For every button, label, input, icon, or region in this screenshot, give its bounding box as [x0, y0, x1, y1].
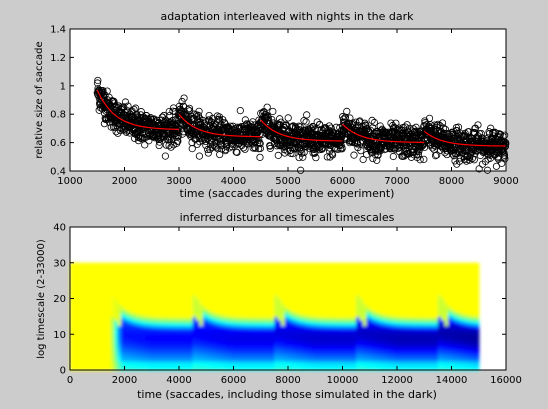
heatmap-cell [87, 262, 92, 266]
scatter-point [180, 94, 188, 102]
scatter-points [93, 76, 510, 174]
y-tick-label: 0.4 [50, 167, 66, 178]
heatmap-cell [196, 262, 201, 266]
heatmap-panel: inferred disturbances for all timescales… [36, 211, 522, 401]
heatmap-cell [179, 262, 184, 266]
scatter-panel: adaptation interleaved with nights in th… [34, 10, 519, 200]
scatter-ylabel: relative size of saccade [34, 41, 45, 158]
heatmap-cell [131, 262, 136, 266]
scatter-point [120, 103, 128, 111]
y-tick-label: 1.2 [50, 53, 66, 64]
scatter-point [184, 106, 192, 114]
heatmap-cell [202, 262, 207, 266]
heatmap-cell [107, 262, 112, 266]
scatter-point [161, 152, 169, 160]
scatter-point [188, 145, 196, 153]
scatter-xlabel: time (saccades during the experiment) [180, 187, 395, 200]
x-tick-label: 4000 [221, 176, 246, 187]
scatter-point [205, 116, 213, 124]
heatmap-cell [114, 262, 119, 266]
x-tick-label: 2000 [112, 176, 137, 187]
y-tick-label: 1 [60, 81, 66, 92]
heatmap-cell [97, 262, 102, 266]
heatmap-cell [216, 262, 221, 266]
scatter-point [155, 131, 163, 139]
scatter-point [141, 141, 149, 149]
y-tick-label: 1.4 [50, 25, 66, 36]
scatter-point [218, 145, 226, 153]
scatter-point [109, 115, 117, 123]
heatmap-cell [134, 262, 139, 266]
x-tick-label: 6000 [330, 176, 355, 187]
scatter-point [174, 124, 183, 132]
scatter-point [94, 76, 102, 85]
scatter-point [232, 148, 240, 156]
heatmap-cell [206, 262, 211, 266]
scatter-title: adaptation interleaved with nights in th… [160, 10, 414, 23]
y-tick-label: 0.6 [50, 138, 66, 149]
x-tick-label: 3000 [166, 176, 191, 187]
heatmap-cell [124, 262, 129, 266]
heatmap-cell [175, 262, 180, 266]
scatter-point [100, 120, 109, 128]
scatter-point [221, 146, 230, 154]
scatter-point [155, 138, 164, 146]
x-tick-label: 5000 [275, 176, 300, 187]
scatter-point [166, 130, 175, 139]
scatter-point [202, 141, 210, 150]
scatter-point [178, 97, 186, 106]
x-tick-label: 1000 [57, 176, 82, 187]
x-tick-label: 8000 [439, 176, 464, 187]
heatmap-cell [148, 262, 153, 266]
y-tick-label: 0.8 [50, 110, 66, 121]
scatter-point [207, 118, 216, 126]
scatter-point [195, 107, 203, 115]
scatter-point [93, 79, 102, 87]
heatmap-cell [223, 262, 228, 266]
scatter-point [233, 148, 241, 157]
scatter-point [138, 133, 146, 142]
heatmap-cell [141, 262, 146, 266]
scatter-point [124, 102, 132, 110]
heatmap-cell [189, 262, 194, 266]
heatmap-cell [93, 262, 98, 266]
heatmap-cell [121, 262, 126, 266]
scatter-point [216, 116, 224, 125]
scatter-point [193, 140, 201, 148]
x-tick-label: 9000 [493, 176, 518, 187]
scatter-point [174, 137, 182, 145]
scatter-point [174, 133, 182, 141]
scatter-point [167, 143, 175, 151]
heatmap-cell [185, 262, 190, 266]
heatmap-cell [151, 262, 156, 266]
scatter-point [185, 104, 194, 112]
scatter-point [114, 129, 122, 137]
heatmap-cell [213, 262, 218, 266]
scatter-point [107, 123, 115, 131]
heatmap-cell [76, 262, 81, 266]
heatmap-cell [168, 262, 173, 266]
heatmap-title: inferred disturbances for all timescales [180, 211, 395, 224]
scatter-point [121, 98, 130, 106]
scatter-point [110, 103, 119, 111]
scatter-point [195, 152, 204, 160]
heatmap-cell [161, 262, 166, 266]
heatmap-cell [158, 262, 163, 266]
heatmap-cells [70, 262, 480, 371]
heatmap-cell [80, 262, 85, 266]
scatter-point [204, 149, 212, 157]
x-tick-label: 7000 [384, 176, 409, 187]
heatmap-cell [104, 262, 109, 266]
